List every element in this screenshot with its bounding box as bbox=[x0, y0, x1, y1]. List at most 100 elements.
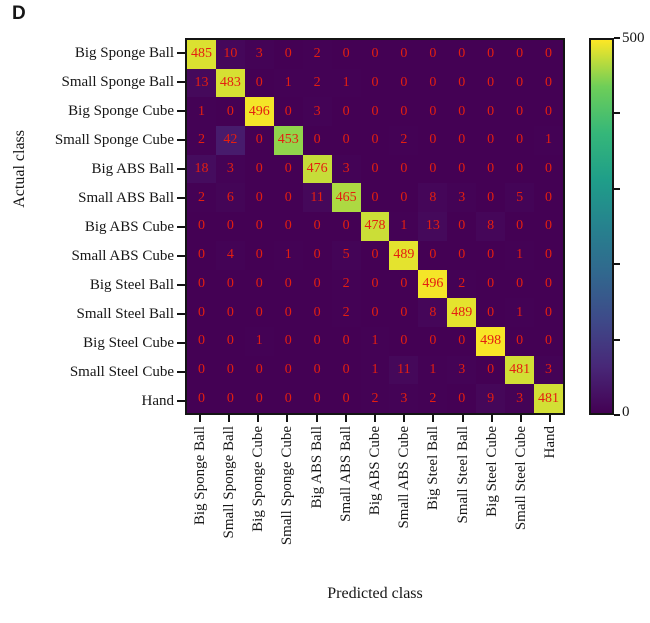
heatmap-cell: 0 bbox=[331, 384, 361, 413]
y-tick-mark bbox=[177, 109, 185, 112]
heatmap-cell: 2 bbox=[187, 126, 216, 155]
heatmap-cell: 0 bbox=[187, 326, 216, 356]
heatmap-cell: 0 bbox=[505, 154, 535, 184]
heatmap-cell: 1 bbox=[244, 326, 274, 356]
heatmap-cell: 0 bbox=[244, 269, 274, 299]
heatmap-cell: 0 bbox=[360, 68, 390, 98]
heatmap-cell: 0 bbox=[505, 40, 535, 69]
heatmap-cell: 8 bbox=[476, 212, 506, 241]
y-tick-mark bbox=[177, 370, 185, 373]
y-tick-mark bbox=[177, 254, 185, 257]
heatmap-cell: 0 bbox=[505, 269, 535, 299]
heatmap-cell: 496 bbox=[418, 269, 448, 299]
heatmap-cell: 0 bbox=[389, 326, 419, 356]
heatmap-cell: 0 bbox=[187, 384, 216, 413]
heatmap-cell: 0 bbox=[302, 240, 332, 270]
heatmap-cell: 2 bbox=[331, 298, 361, 327]
heatmap-cell: 8 bbox=[418, 298, 448, 327]
heatmap-cell: 489 bbox=[389, 240, 419, 270]
heatmap-cell: 0 bbox=[360, 126, 390, 155]
x-tick-label: Small ABS Ball bbox=[337, 426, 354, 522]
heatmap-cell: 0 bbox=[447, 126, 477, 155]
heatmap-cell: 1 bbox=[505, 240, 535, 270]
heatmap-cell: 0 bbox=[360, 183, 390, 213]
x-tick-mark bbox=[403, 415, 406, 422]
heatmap-cell: 3 bbox=[244, 40, 274, 69]
heatmap-cell: 0 bbox=[244, 212, 274, 241]
heatmap-cell: 0 bbox=[273, 384, 303, 413]
heatmap-cell: 0 bbox=[418, 154, 448, 184]
heatmap-cell: 0 bbox=[389, 298, 419, 327]
y-tick-label: Hand bbox=[141, 392, 175, 409]
heatmap-cell: 0 bbox=[389, 40, 419, 69]
heatmap-cell: 1 bbox=[534, 126, 563, 155]
y-tick-label: Big ABS Cube bbox=[84, 218, 174, 235]
heatmap-cell: 0 bbox=[302, 326, 332, 356]
heatmap-cell: 2 bbox=[447, 269, 477, 299]
heatmap-cell: 0 bbox=[447, 68, 477, 98]
heatmap-cell: 2 bbox=[302, 68, 332, 98]
heatmap-cell: 0 bbox=[360, 240, 390, 270]
heatmap-cell: 1 bbox=[360, 326, 390, 356]
heatmap-cell: 1 bbox=[273, 240, 303, 270]
y-tick-mark bbox=[177, 80, 185, 83]
colorbar-tick-mark bbox=[614, 414, 620, 416]
heatmap-cell: 0 bbox=[476, 298, 506, 327]
heatmap-cell: 0 bbox=[447, 384, 477, 413]
y-tick-mark bbox=[177, 167, 185, 170]
heatmap-cell: 3 bbox=[505, 384, 535, 413]
x-tick-label: Small Sponge Ball bbox=[220, 426, 237, 539]
heatmap-cell: 2 bbox=[302, 40, 332, 69]
heatmap-cell: 0 bbox=[273, 355, 303, 385]
colorbar-tick-mark bbox=[614, 263, 620, 266]
y-tick-label: Small Steel Cube bbox=[69, 363, 174, 380]
heatmap-cell: 0 bbox=[302, 355, 332, 385]
heatmap-cell: 0 bbox=[215, 298, 245, 327]
heatmap-cell: 0 bbox=[476, 97, 506, 127]
heatmap-cell: 0 bbox=[505, 126, 535, 155]
heatmap-cell: 0 bbox=[244, 154, 274, 184]
heatmap-cell: 0 bbox=[476, 154, 506, 184]
heatmap-cell: 0 bbox=[273, 154, 303, 184]
heatmap-cell: 0 bbox=[476, 126, 506, 155]
heatmap-cell: 0 bbox=[302, 212, 332, 241]
heatmap-cell: 8 bbox=[418, 183, 448, 213]
heatmap-cell: 0 bbox=[505, 212, 535, 241]
heatmap-cell: 42 bbox=[215, 126, 245, 155]
heatmap-cell: 0 bbox=[389, 154, 419, 184]
heatmap-cell: 1 bbox=[187, 97, 216, 127]
y-tick-label: Big Steel Cube bbox=[83, 334, 174, 351]
heatmap-cell: 0 bbox=[244, 68, 274, 98]
heatmap-cell: 0 bbox=[244, 355, 274, 385]
heatmap-cell: 481 bbox=[505, 355, 535, 385]
heatmap-cell: 0 bbox=[447, 40, 477, 69]
x-tick-mark bbox=[257, 415, 260, 422]
heatmap-cell: 0 bbox=[331, 126, 361, 155]
heatmap-cell: 0 bbox=[215, 212, 245, 241]
heatmap-cell: 0 bbox=[302, 298, 332, 327]
heatmap-cell: 3 bbox=[215, 154, 245, 184]
x-tick-label: Big Sponge Ball bbox=[191, 426, 208, 526]
heatmap-cell: 0 bbox=[273, 298, 303, 327]
heatmap-cell: 0 bbox=[418, 240, 448, 270]
y-tick-mark bbox=[177, 51, 185, 54]
heatmap-cell: 0 bbox=[476, 240, 506, 270]
heatmap-cell: 0 bbox=[360, 154, 390, 184]
heatmap-cell: 1 bbox=[273, 68, 303, 98]
heatmap-cell: 476 bbox=[302, 154, 332, 184]
colorbar-tick-mark bbox=[614, 338, 620, 341]
heatmap-cell: 0 bbox=[273, 212, 303, 241]
heatmap-cell: 478 bbox=[360, 212, 390, 241]
heatmap-cell: 1 bbox=[331, 68, 361, 98]
heatmap-cell: 0 bbox=[505, 68, 535, 98]
x-tick-mark bbox=[490, 415, 493, 422]
heatmap-cell: 0 bbox=[302, 126, 332, 155]
x-tick-mark bbox=[315, 415, 318, 422]
x-tick-label: Small Steel Ball bbox=[454, 426, 471, 524]
heatmap-cell: 2 bbox=[418, 384, 448, 413]
colorbar-tick-mark bbox=[614, 37, 620, 39]
x-tick-label: Big ABS Cube bbox=[367, 426, 383, 516]
panel-label: D bbox=[12, 3, 26, 24]
heatmap-cell: 3 bbox=[447, 355, 477, 385]
x-tick-mark bbox=[286, 415, 289, 422]
